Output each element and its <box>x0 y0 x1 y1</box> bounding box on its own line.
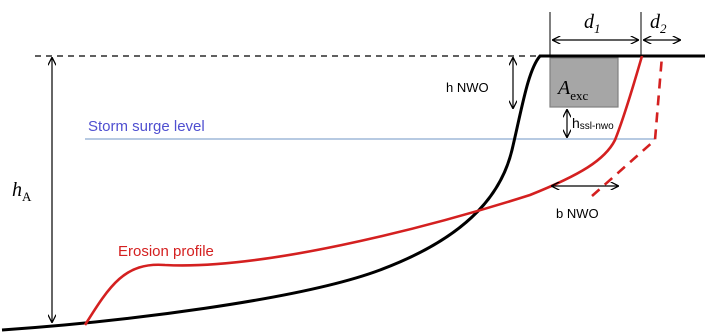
a-exc-label: Aexc <box>556 77 588 103</box>
excavation-area <box>549 57 619 108</box>
b-nwo-label: b NWO <box>556 206 599 221</box>
d2-label: d2 <box>650 11 667 36</box>
erosion-profile-label: Erosion profile <box>118 243 214 260</box>
shifted-erosion-profile-line <box>591 55 664 197</box>
d1-label: d1 <box>584 11 601 36</box>
erosion-profile-line <box>83 55 644 326</box>
initial-profile-line <box>1 54 705 332</box>
h-ssl-nwo-label: hssl-nwo <box>572 115 614 132</box>
h-a-label: hA <box>12 179 32 204</box>
storm-surge-label: Storm surge level <box>88 118 205 135</box>
h-nwo-label: h NWO <box>446 80 489 95</box>
